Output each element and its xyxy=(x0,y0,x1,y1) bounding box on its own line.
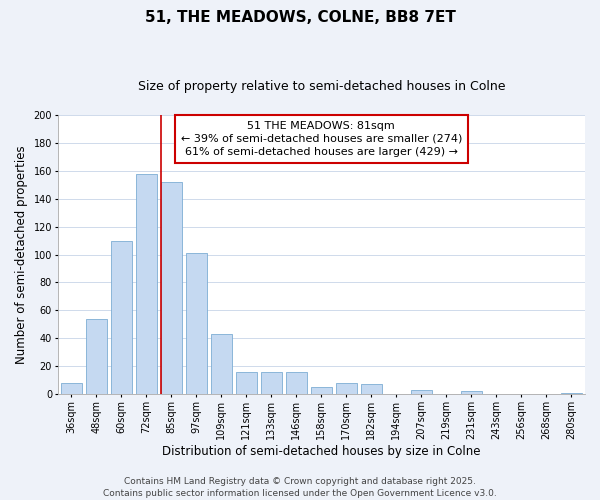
Bar xyxy=(186,253,207,394)
Bar xyxy=(560,392,582,394)
Bar xyxy=(236,372,257,394)
Text: 51, THE MEADOWS, COLNE, BB8 7ET: 51, THE MEADOWS, COLNE, BB8 7ET xyxy=(145,10,455,25)
Title: Size of property relative to semi-detached houses in Colne: Size of property relative to semi-detach… xyxy=(137,80,505,93)
Bar xyxy=(311,387,332,394)
Bar xyxy=(410,390,432,394)
Bar xyxy=(260,372,282,394)
Bar xyxy=(335,383,357,394)
Bar xyxy=(361,384,382,394)
Text: 51 THE MEADOWS: 81sqm
← 39% of semi-detached houses are smaller (274)
61% of sem: 51 THE MEADOWS: 81sqm ← 39% of semi-deta… xyxy=(181,120,462,157)
Bar xyxy=(111,240,132,394)
Bar xyxy=(286,372,307,394)
Y-axis label: Number of semi-detached properties: Number of semi-detached properties xyxy=(15,145,28,364)
Bar xyxy=(86,318,107,394)
Text: Contains HM Land Registry data © Crown copyright and database right 2025.
Contai: Contains HM Land Registry data © Crown c… xyxy=(103,476,497,498)
X-axis label: Distribution of semi-detached houses by size in Colne: Distribution of semi-detached houses by … xyxy=(162,444,481,458)
Bar xyxy=(461,391,482,394)
Bar xyxy=(161,182,182,394)
Bar xyxy=(211,334,232,394)
Bar xyxy=(136,174,157,394)
Bar xyxy=(61,383,82,394)
